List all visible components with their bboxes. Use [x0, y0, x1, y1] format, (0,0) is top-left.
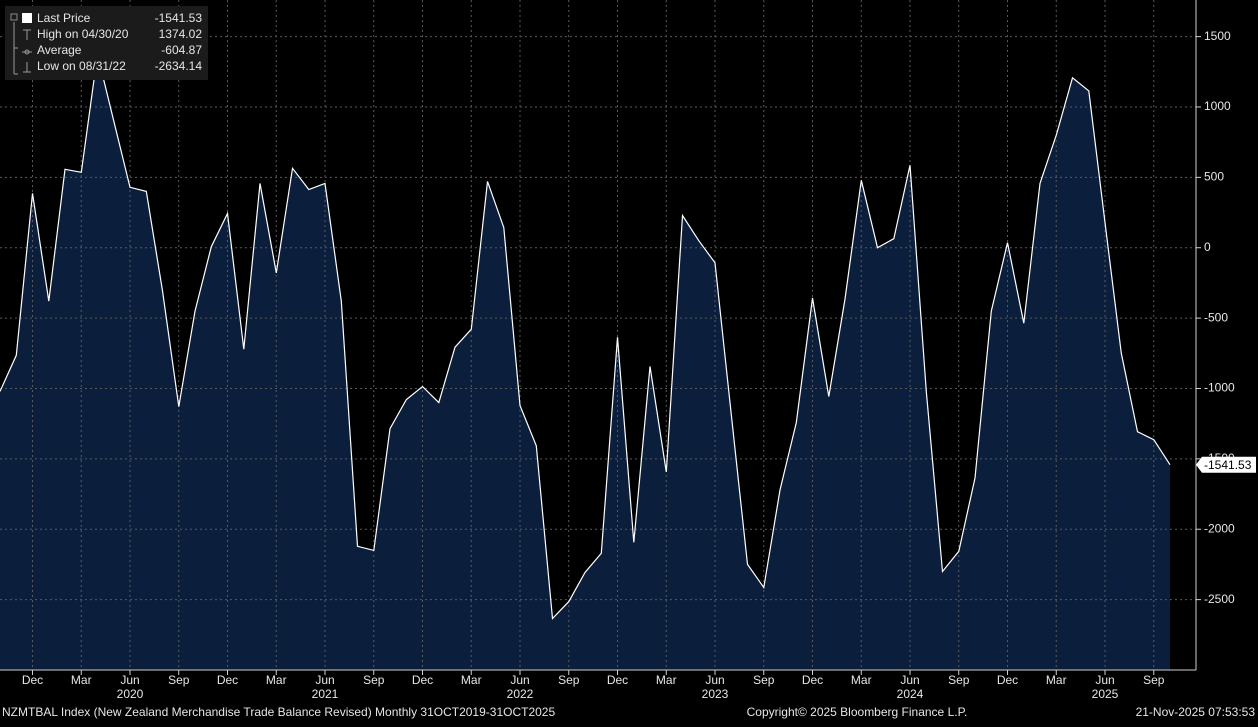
x-tick-label: Jun: [315, 673, 334, 687]
x-tick-label: Jun: [705, 673, 724, 687]
year-label: 2025: [1092, 687, 1119, 701]
last-value-label: -1541.53: [1204, 458, 1252, 472]
legend-swatch: [22, 13, 32, 23]
year-label: 2023: [702, 687, 729, 701]
x-tick-label: Jun: [900, 673, 919, 687]
x-tick-label: Mar: [851, 673, 872, 687]
x-tick-label: Sep: [168, 673, 190, 687]
x-tick-label: Dec: [22, 673, 43, 687]
y-tick-label: 0: [1204, 240, 1211, 254]
footer-copyright: Copyright© 2025 Bloomberg Finance L.P.: [747, 705, 968, 719]
y-tick-label: 1000: [1204, 99, 1231, 113]
y-tick-label: -2000: [1204, 521, 1235, 535]
legend-box: [5, 6, 208, 80]
x-tick-label: Dec: [217, 673, 238, 687]
x-tick-label: Sep: [363, 673, 385, 687]
legend-value: 1374.02: [159, 27, 203, 41]
y-tick-label: -500: [1204, 310, 1228, 324]
x-tick-label: Sep: [948, 673, 970, 687]
x-tick-label: Jun: [510, 673, 529, 687]
year-label: 2024: [897, 687, 924, 701]
x-tick-label: Mar: [656, 673, 677, 687]
legend-icon: [22, 49, 32, 55]
x-tick-label: Jun: [120, 673, 139, 687]
x-tick-label: Sep: [558, 673, 580, 687]
x-tick-label: Mar: [461, 673, 482, 687]
x-tick-label: Sep: [753, 673, 775, 687]
x-tick-label: Dec: [412, 673, 433, 687]
legend-value: -2634.14: [155, 59, 203, 73]
x-tick-label: Dec: [802, 673, 823, 687]
legend-label: High on 04/30/20: [37, 27, 129, 41]
year-label: 2020: [117, 687, 144, 701]
x-tick-label: Sep: [1143, 673, 1165, 687]
y-tick-label: 1500: [1204, 29, 1231, 43]
area-fill: [0, 54, 1170, 671]
year-label: 2022: [507, 687, 534, 701]
x-tick-label: Jun: [1095, 673, 1114, 687]
year-label: 2021: [312, 687, 339, 701]
x-tick-label: Mar: [71, 673, 92, 687]
x-tick-label: Mar: [1046, 673, 1067, 687]
x-tick-label: Mar: [266, 673, 287, 687]
last-value-tag: [1196, 456, 1256, 473]
x-tick-label: Dec: [997, 673, 1018, 687]
footer-timestamp: 21-Nov-2025 07:53:53: [1136, 705, 1256, 719]
legend-icon: [10, 13, 18, 21]
legend-value: -604.87: [161, 43, 202, 57]
legend: Last Price -1541.53 High on 04/30/20 137…: [5, 6, 208, 80]
legend-label: Low on 08/31/22: [37, 59, 126, 73]
legend-value: -1541.53: [155, 11, 203, 25]
plot-area: [0, 0, 1196, 671]
x-tick-label: Dec: [607, 673, 628, 687]
legend-icon: [14, 62, 31, 75]
line: [0, 54, 1171, 620]
footer-source: NZMTBAL Index (New Zealand Merchandise T…: [2, 705, 555, 719]
y-tick-label: -1000: [1204, 381, 1235, 395]
legend-label: Last Price: [37, 11, 91, 25]
y-tick-label: -2500: [1204, 592, 1235, 606]
legend-label: Average: [37, 43, 82, 57]
legend-icon: [13, 22, 31, 74]
y-tick-label: 500: [1204, 170, 1224, 184]
